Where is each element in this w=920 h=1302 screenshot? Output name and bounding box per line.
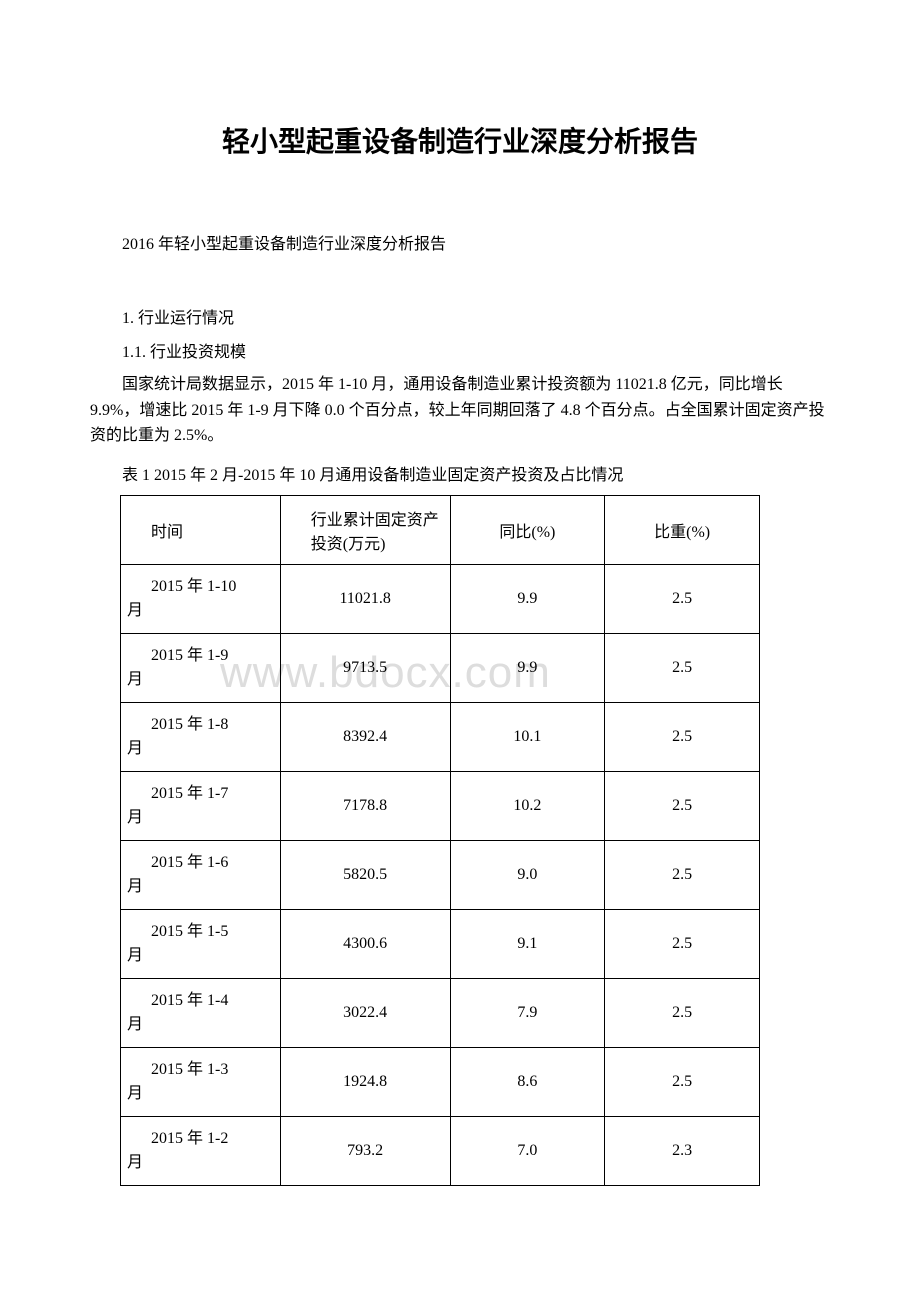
cell-weight: 2.3 bbox=[605, 1116, 760, 1185]
cell-weight: 2.5 bbox=[605, 771, 760, 840]
col-header-value: 行业累计固定资产投资(万元) bbox=[280, 495, 450, 564]
cell-value: 7178.8 bbox=[280, 771, 450, 840]
col-header-yoy: 同比(%) bbox=[450, 495, 605, 564]
table-row: 2015 年 1-6月 5820.5 9.0 2.5 bbox=[121, 840, 760, 909]
cell-yoy: 7.0 bbox=[450, 1116, 605, 1185]
cell-weight: 2.5 bbox=[605, 564, 760, 633]
cell-time: 2015 年 1-9月 bbox=[121, 633, 281, 702]
cell-yoy: 9.1 bbox=[450, 909, 605, 978]
body-paragraph: 国家统计局数据显示，2015 年 1-10 月，通用设备制造业累计投资额为 11… bbox=[90, 372, 830, 449]
cell-value: 3022.4 bbox=[280, 978, 450, 1047]
document-title: 轻小型起重设备制造行业深度分析报告 bbox=[90, 120, 830, 160]
cell-time: 2015 年 1-5月 bbox=[121, 909, 281, 978]
data-table: 时间 行业累计固定资产投资(万元) 同比(%) 比重(%) 2015 年 1-1… bbox=[120, 495, 760, 1186]
cell-yoy: 9.9 bbox=[450, 633, 605, 702]
table-caption: 表 1 2015 年 2 月-2015 年 10 月通用设备制造业固定资产投资及… bbox=[90, 461, 830, 485]
cell-yoy: 9.9 bbox=[450, 564, 605, 633]
cell-value: 5820.5 bbox=[280, 840, 450, 909]
cell-value: 4300.6 bbox=[280, 909, 450, 978]
col-header-time: 时间 bbox=[121, 495, 281, 564]
cell-weight: 2.5 bbox=[605, 840, 760, 909]
cell-time: 2015 年 1-2月 bbox=[121, 1116, 281, 1185]
document-subtitle: 2016 年轻小型起重设备制造行业深度分析报告 bbox=[90, 230, 830, 254]
table-row: 2015 年 1-3月 1924.8 8.6 2.5 bbox=[121, 1047, 760, 1116]
table-row: 2015 年 1-2月 793.2 7.0 2.3 bbox=[121, 1116, 760, 1185]
cell-yoy: 10.2 bbox=[450, 771, 605, 840]
cell-value: 793.2 bbox=[280, 1116, 450, 1185]
cell-weight: 2.5 bbox=[605, 1047, 760, 1116]
cell-yoy: 10.1 bbox=[450, 702, 605, 771]
cell-weight: 2.5 bbox=[605, 978, 760, 1047]
table-row: 2015 年 1-8月 8392.4 10.1 2.5 bbox=[121, 702, 760, 771]
table-row: 2015 年 1-7月 7178.8 10.2 2.5 bbox=[121, 771, 760, 840]
cell-value: 9713.5 bbox=[280, 633, 450, 702]
table-row: 2015 年 1-5月 4300.6 9.1 2.5 bbox=[121, 909, 760, 978]
cell-time: 2015 年 1-8月 bbox=[121, 702, 281, 771]
cell-time: 2015 年 1-6月 bbox=[121, 840, 281, 909]
table-row: 2015 年 1-10月 11021.8 9.9 2.5 bbox=[121, 564, 760, 633]
cell-value: 1924.8 bbox=[280, 1047, 450, 1116]
cell-weight: 2.5 bbox=[605, 702, 760, 771]
cell-time: 2015 年 1-4月 bbox=[121, 978, 281, 1047]
col-header-weight: 比重(%) bbox=[605, 495, 760, 564]
cell-value: 11021.8 bbox=[280, 564, 450, 633]
cell-time: 2015 年 1-10月 bbox=[121, 564, 281, 633]
table-row: 2015 年 1-4月 3022.4 7.9 2.5 bbox=[121, 978, 760, 1047]
cell-weight: 2.5 bbox=[605, 633, 760, 702]
table-header-row: 时间 行业累计固定资产投资(万元) 同比(%) 比重(%) bbox=[121, 495, 760, 564]
cell-weight: 2.5 bbox=[605, 909, 760, 978]
cell-time: 2015 年 1-3月 bbox=[121, 1047, 281, 1116]
cell-yoy: 8.6 bbox=[450, 1047, 605, 1116]
cell-yoy: 7.9 bbox=[450, 978, 605, 1047]
cell-time: 2015 年 1-7月 bbox=[121, 771, 281, 840]
cell-yoy: 9.0 bbox=[450, 840, 605, 909]
section-1-heading: 1. 行业运行情况 bbox=[90, 304, 830, 328]
cell-value: 8392.4 bbox=[280, 702, 450, 771]
section-1-1-heading: 1.1. 行业投资规模 bbox=[90, 338, 830, 362]
table-row: 2015 年 1-9月 9713.5 9.9 2.5 bbox=[121, 633, 760, 702]
